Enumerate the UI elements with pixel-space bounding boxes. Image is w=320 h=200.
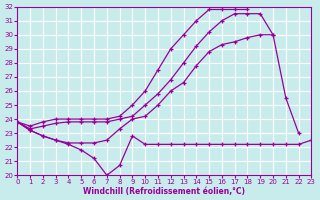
X-axis label: Windchill (Refroidissement éolien,°C): Windchill (Refroidissement éolien,°C): [84, 187, 245, 196]
